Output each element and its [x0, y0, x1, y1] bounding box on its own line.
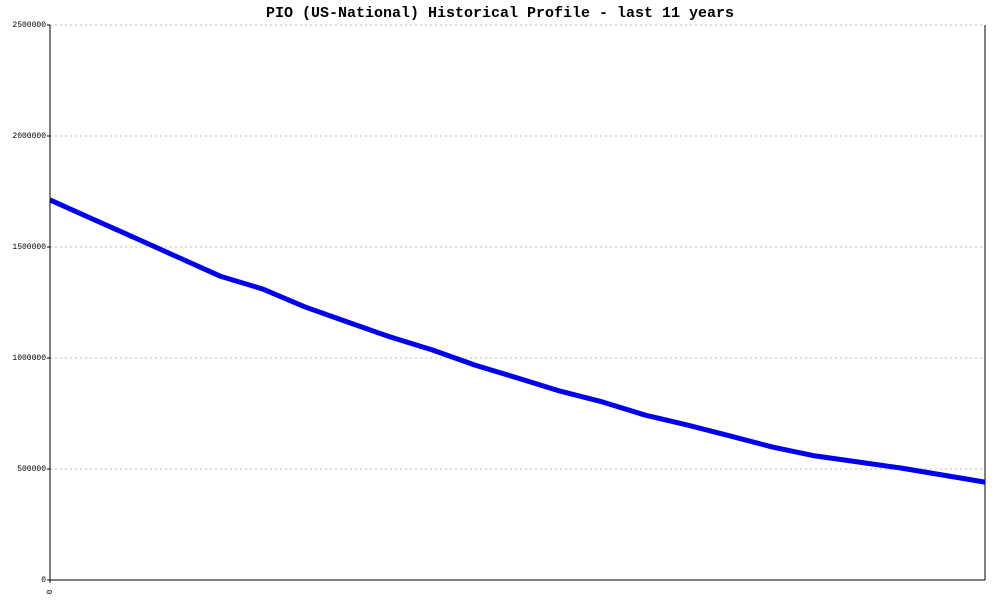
data-line: [48, 197, 986, 485]
y-tick-label: 1500000: [12, 243, 46, 252]
y-tick-label: 1000000: [12, 354, 46, 363]
x-tick-label: 0: [46, 589, 55, 594]
y-tick-label: 2000000: [12, 132, 46, 141]
chart-title: PIO (US-National) Historical Profile - l…: [266, 5, 734, 22]
y-tick-label: 500000: [17, 465, 46, 474]
y-tick-label: 0: [41, 576, 46, 585]
y-tick-label: 2500000: [12, 21, 46, 30]
